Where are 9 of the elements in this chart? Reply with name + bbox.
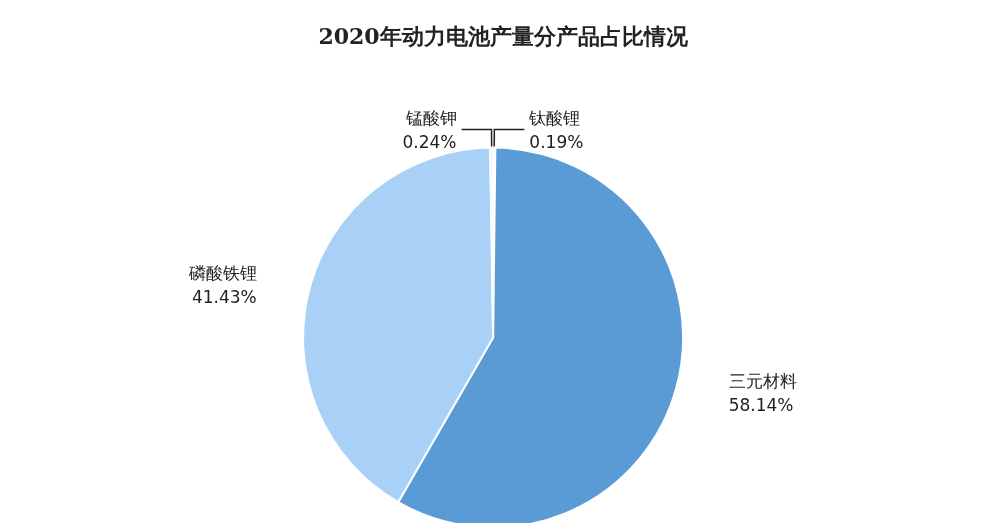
data-label: 0.19% [529,131,584,152]
slice-label: 锰酸钾 [404,107,457,128]
chart-title: 2020年动力电池产量分产品占比情况 [318,23,689,49]
data-label: 58.14% [728,394,794,415]
slice-label: 三元材料 [728,370,797,391]
data-label: 41.43% [191,287,257,308]
data-label: 0.24% [402,131,457,152]
slice-label: 磷酸铁锂 [187,263,257,284]
slice-label: 钛酸锂 [528,107,581,128]
